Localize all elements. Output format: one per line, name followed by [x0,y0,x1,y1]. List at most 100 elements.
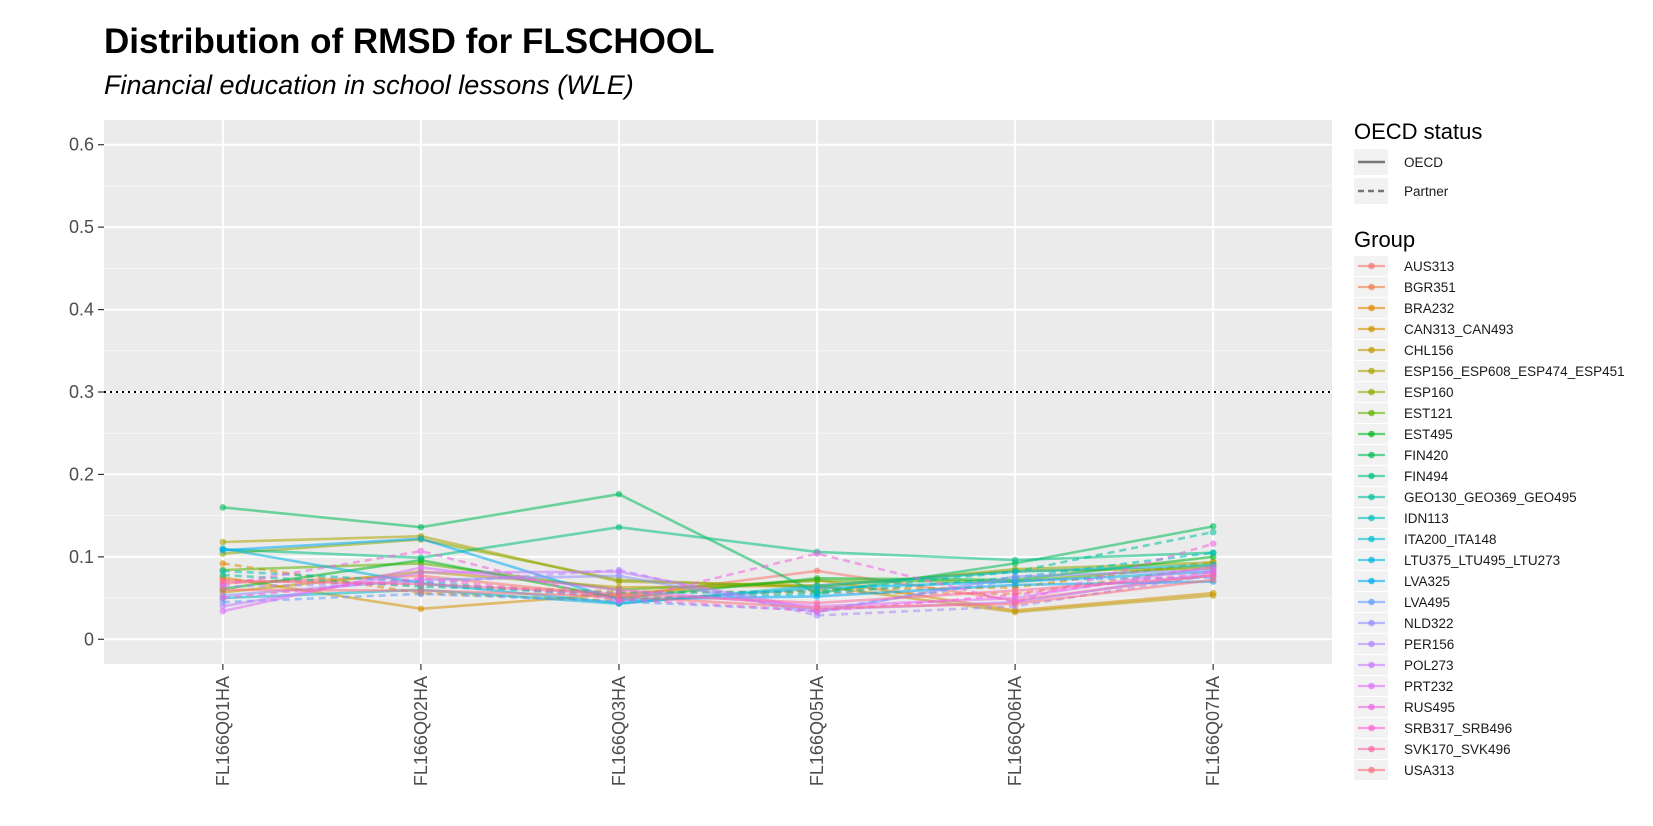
linetype-legend-label: Partner [1404,184,1449,199]
data-point [417,523,425,531]
group-key-point [1368,682,1375,690]
data-point [1011,568,1019,575]
x-axis: FL166Q01HA FL166Q02HA FL166Q03HA FL166Q05HA… [213,664,1223,786]
data-point [1209,528,1217,536]
y-tick-label: 0.5 [69,217,94,237]
data-point [417,554,425,561]
y-tick-label: 0.4 [69,300,94,320]
group-legend-label: IDN113 [1404,511,1449,526]
series-line [222,578,1214,610]
group-legend-label: BRA232 [1404,301,1454,316]
data-point [615,490,623,498]
group-key-point [1368,661,1375,669]
group-legend-label: AUS313 [1404,259,1454,274]
group-legend-label: EST121 [1404,406,1453,421]
series-line [222,492,1214,595]
group-legend-label: PER156 [1404,637,1454,652]
series-line [222,570,1214,613]
group-legend-label: GEO130_GEO369_GEO495 [1404,490,1577,505]
group-key-point [1368,514,1375,522]
group-key-point [1368,640,1375,648]
data-point [219,594,227,602]
group-legend-label: BGR351 [1404,280,1456,295]
data-point [1209,523,1217,530]
data-point [219,577,227,585]
group-key-point [1368,262,1375,270]
series-line [222,574,1214,605]
data-point [1011,587,1019,594]
group-key-point [1368,556,1375,564]
x-tick-label: FL166Q01HA [213,676,233,786]
group-legend: Group AUS313 BGR351 BRA232 CAN313_CAN493 CHL… [1354,227,1625,780]
group-legend-label: USA313 [1404,763,1454,778]
group-legend-label: NLD322 [1404,616,1454,631]
group-key-point [1368,598,1375,606]
data-point [219,546,227,554]
data-point [615,593,623,600]
chart-subtitle: Financial education in school lessons (W… [104,70,634,100]
data-point [417,535,425,543]
data-point [219,586,227,594]
series-line [222,525,1214,562]
data-point [219,504,227,511]
series-lines [222,492,1214,617]
group-key-point [1368,325,1375,333]
group-key-point [1368,745,1375,753]
x-tick-label: FL166Q05HA [807,676,827,786]
data-point [219,567,227,575]
data-point [417,574,425,582]
data-point [813,599,821,607]
data-point [1011,573,1019,580]
data-point [1209,549,1217,557]
linetype-legend-title: OECD status [1354,119,1482,144]
data-point [1209,576,1217,584]
data-point [417,547,425,555]
group-legend-label: CAN313_CAN493 [1404,322,1514,337]
group-legend-title: Group [1354,227,1415,252]
data-point [813,550,821,557]
x-tick-label: FL166Q06HA [1005,676,1025,786]
data-point [813,593,821,600]
group-legend-label: POL273 [1404,658,1454,673]
data-point [417,580,425,588]
data-point [1011,556,1019,564]
data-point [219,603,227,610]
group-key-point [1368,724,1375,732]
group-legend-label: SVK170_SVK496 [1404,742,1511,757]
data-point [417,569,425,576]
group-legend-label: ITA200_ITA148 [1404,532,1497,547]
series-line [222,570,1214,611]
group-legend-label: LTU375_LTU495_LTU273 [1404,553,1560,568]
group-key-point [1368,577,1375,585]
linetype-legend-label: OECD [1404,155,1443,170]
group-legend-label: LVA325 [1404,574,1450,589]
y-tick-label: 0 [84,629,94,649]
data-point [1011,600,1019,608]
group-legend-label: FIN420 [1404,448,1448,463]
y-tick-label: 0.6 [69,135,94,155]
y-tick-label: 0.1 [69,547,94,567]
data-point [813,574,821,582]
group-key-point [1368,304,1375,312]
data-point [813,584,821,592]
data-point [1209,563,1217,571]
group-legend-label: ESP160 [1404,385,1454,400]
data-point [219,607,227,615]
data-point [615,568,623,575]
data-point [813,604,821,612]
group-key-point [1368,703,1375,711]
group-key-point [1368,409,1375,417]
group-key-point [1368,346,1375,354]
data-point [417,605,425,613]
data-point [1209,540,1217,547]
data-point [1011,581,1019,589]
data-point [417,564,425,571]
chart-title: Distribution of RMSD for FLSCHOOL [104,22,715,61]
group-key-point [1368,367,1375,375]
group-key-point [1368,472,1375,480]
group-key-point [1368,283,1375,291]
group-key-point [1368,619,1375,627]
group-key-point [1368,430,1375,438]
x-tick-label: FL166Q07HA [1203,676,1223,786]
